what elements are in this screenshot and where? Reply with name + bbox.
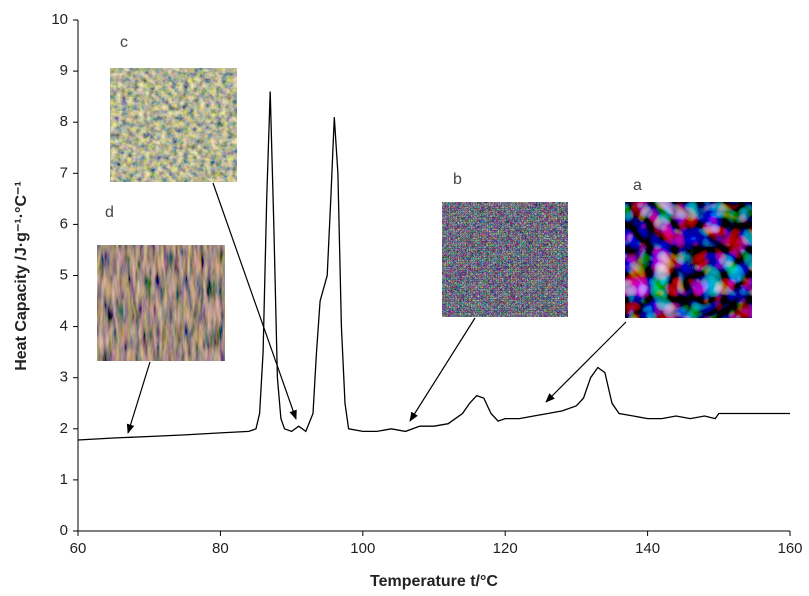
x-tick-label: 80 [212, 540, 229, 557]
annotation-arrow [126, 361, 151, 434]
micrograph-d [97, 245, 225, 361]
y-tick-label: 9 [60, 62, 68, 79]
micrograph-a [625, 202, 752, 318]
x-tick-label: 140 [635, 540, 660, 557]
y-tick-label: 5 [60, 266, 68, 283]
annotation-arrow [545, 321, 627, 403]
x-tick-label: 120 [493, 540, 518, 557]
y-tick-label: 2 [60, 420, 68, 437]
dsc-curve [77, 91, 790, 441]
y-tick-label: 1 [60, 471, 68, 488]
x-tick-label: 100 [350, 540, 375, 557]
annotation-label: c [120, 34, 128, 51]
annotation-arrow [409, 317, 476, 422]
x-tick-label: 160 [777, 540, 802, 557]
y-tick-label: 6 [60, 215, 68, 232]
annotation-arrow [212, 182, 297, 420]
x-axis-title: Temperature t/°C [370, 573, 498, 590]
y-tick-label: 7 [60, 164, 68, 181]
y-tick-label: 3 [60, 369, 68, 386]
micrograph-c [110, 68, 237, 182]
y-tick-label: 8 [60, 113, 68, 130]
micrograph-b [442, 202, 568, 317]
x-tick-label: 60 [70, 540, 87, 557]
annotation-label: a [633, 177, 642, 194]
y-tick-label: 4 [60, 318, 68, 335]
y-tick-label: 0 [60, 522, 68, 539]
annotation-label: b [453, 171, 462, 188]
y-axis-title: Heat Capacity /J·g⁻¹·°C⁻¹ [13, 181, 30, 371]
annotation-label: d [105, 204, 114, 221]
y-tick-label: 10 [51, 11, 68, 28]
